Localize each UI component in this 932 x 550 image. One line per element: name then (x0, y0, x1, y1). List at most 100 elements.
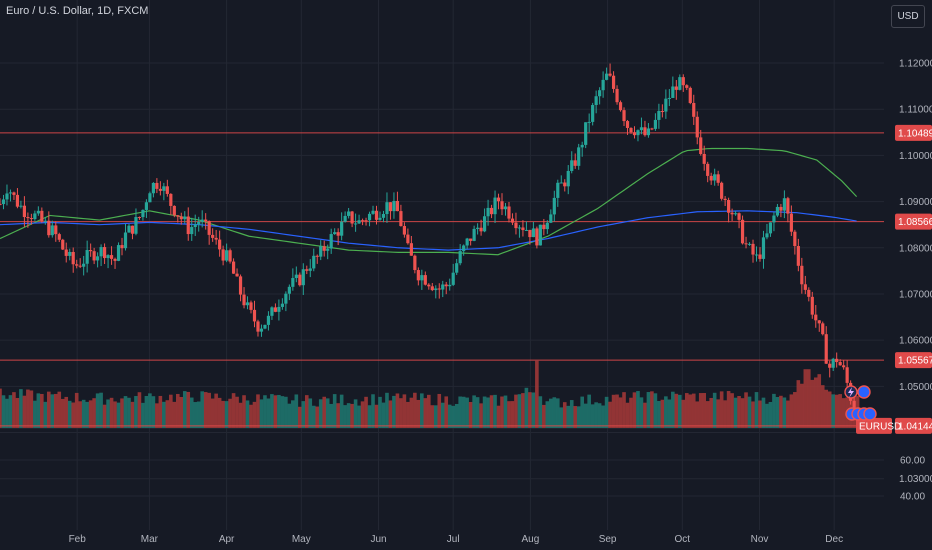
candle-body (688, 87, 692, 103)
volume-bar (200, 391, 204, 428)
candle-body (263, 324, 267, 329)
volume-bar (364, 396, 368, 428)
lightning-icon (848, 387, 854, 398)
volume-bar (653, 393, 658, 428)
volume-bar (336, 403, 340, 428)
candle-body (800, 265, 804, 285)
volume-bar (409, 397, 414, 428)
price-badge (895, 213, 932, 230)
event-flag-icon[interactable] (863, 407, 877, 421)
volume-bar (796, 380, 801, 428)
candle-body (486, 207, 490, 217)
candle-body (570, 160, 574, 171)
volume-bar (580, 396, 584, 428)
candle-body (270, 307, 274, 316)
candle-body (238, 276, 243, 295)
candle-body (284, 293, 288, 304)
volume-bar (381, 402, 386, 428)
volume-bar (601, 405, 605, 428)
candle-body (298, 274, 302, 286)
volume-bar (294, 394, 299, 428)
volume-bar (102, 404, 107, 428)
volume-bar (109, 397, 114, 428)
volume-bar (538, 396, 543, 428)
candle-body (604, 73, 609, 80)
candle-body (287, 286, 291, 294)
volume-bar (402, 394, 407, 428)
volume-bar (371, 394, 375, 428)
candle-body (26, 217, 30, 219)
candle-body (636, 130, 640, 136)
volume-bar (751, 401, 755, 428)
candle-body (786, 198, 790, 214)
candle-body (434, 288, 438, 291)
candle-body (462, 245, 466, 252)
candle-body (8, 192, 13, 194)
volume-bar (559, 407, 564, 428)
volume-bar (343, 405, 347, 428)
price-tick-label: 1.08000 (899, 243, 932, 254)
volume-bar (298, 406, 302, 428)
candle-body (625, 121, 630, 128)
candle-body (200, 219, 204, 222)
candle-body (102, 247, 107, 259)
price-tick-label: 1.05000 (899, 382, 932, 393)
chart-title: Euro / U.S. Dollar, 1D, FXCM (6, 5, 149, 17)
candle-body (552, 197, 556, 215)
candle-body (594, 96, 598, 106)
volume-bar (95, 393, 100, 428)
volume-bar (332, 394, 337, 428)
volume-bar (106, 399, 110, 428)
candle-body (611, 75, 616, 89)
volume-bar (81, 399, 86, 428)
candle-body (99, 247, 103, 257)
candle-body (437, 288, 441, 290)
volume-bar (134, 396, 138, 428)
volume-bar (472, 395, 476, 428)
volume-bar (26, 389, 30, 428)
volume-bar (172, 401, 177, 428)
candle-body (392, 200, 396, 212)
candle-body (225, 250, 229, 261)
candle-body (476, 227, 480, 229)
x-tick-label: Dec (825, 534, 843, 545)
candle-body (120, 245, 124, 249)
volume-bar (576, 406, 581, 428)
candle-body (116, 245, 121, 261)
candle-body (598, 90, 602, 97)
price-badge (895, 352, 932, 369)
candle-body (496, 197, 501, 202)
x-tick-label: May (292, 534, 311, 545)
volume-bars (0, 360, 860, 428)
volume-bar (782, 397, 787, 428)
candles (0, 63, 860, 432)
volume-bar (667, 399, 672, 428)
candle-body (1, 199, 6, 205)
volume-bar (399, 398, 403, 428)
candle-body (824, 334, 828, 364)
volume-bar (33, 400, 37, 428)
candle-body (336, 232, 340, 236)
event-icons[interactable] (844, 385, 877, 421)
volume-bar (19, 389, 23, 428)
volume-bar (660, 399, 665, 428)
candle-body (730, 212, 734, 215)
price-tick-label: 1.11000 (899, 105, 932, 116)
candle-body (782, 198, 786, 211)
currency-button[interactable]: USD (891, 5, 925, 28)
volume-bar (793, 392, 797, 428)
candle-body (231, 261, 236, 274)
volume-bar (249, 404, 253, 428)
x-tick-label: Nov (751, 534, 769, 545)
volume-bar (346, 403, 351, 428)
volume-bar (500, 396, 504, 428)
candle-body (54, 225, 58, 235)
candle-body (469, 238, 473, 241)
event-dividend-icon[interactable] (857, 385, 871, 399)
volume-bar (754, 392, 759, 428)
candle-body (416, 270, 420, 281)
volume-bar (646, 392, 651, 428)
volume-bar (99, 392, 103, 428)
x-tick-label: Jul (447, 534, 460, 545)
